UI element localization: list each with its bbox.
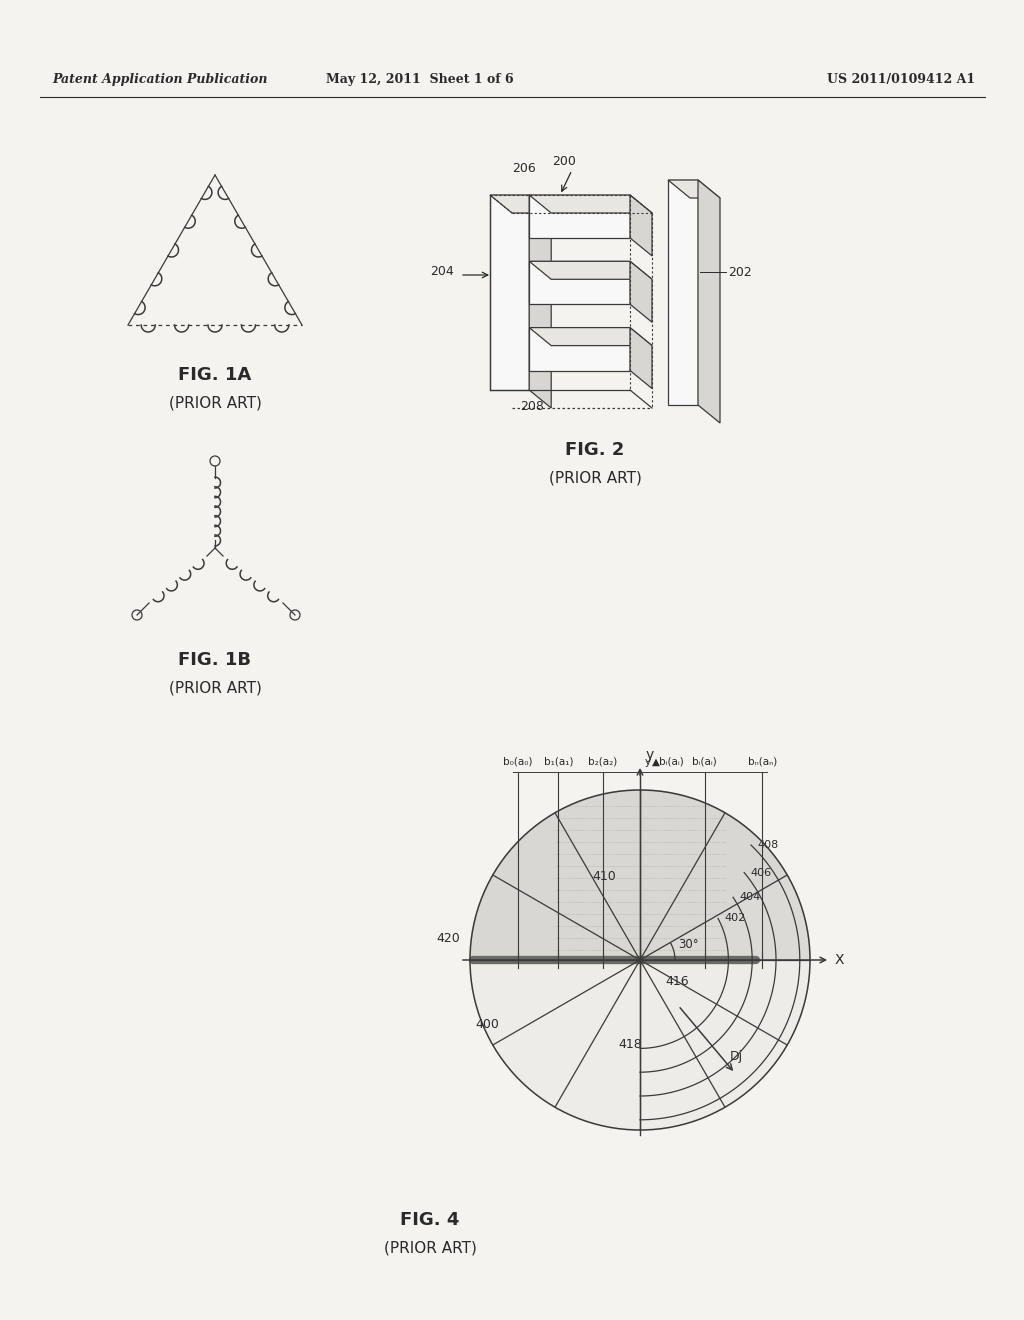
Text: 204: 204: [430, 265, 454, 279]
Text: 206: 206: [512, 162, 536, 176]
Polygon shape: [630, 327, 652, 388]
Text: (PRIOR ART): (PRIOR ART): [169, 396, 261, 411]
Text: 30°: 30°: [678, 939, 698, 950]
Text: b₂(a₂): b₂(a₂): [588, 756, 617, 767]
Polygon shape: [490, 195, 551, 213]
Text: 402: 402: [724, 913, 745, 924]
Text: 208: 208: [520, 400, 544, 413]
Text: Dj: Dj: [730, 1049, 743, 1063]
Text: 406: 406: [751, 867, 771, 878]
Text: b₁(a₁): b₁(a₁): [544, 756, 573, 767]
Text: (PRIOR ART): (PRIOR ART): [549, 470, 641, 486]
Text: 416: 416: [665, 975, 688, 987]
Text: US 2011/0109412 A1: US 2011/0109412 A1: [826, 74, 975, 87]
Polygon shape: [529, 261, 652, 280]
Polygon shape: [630, 261, 652, 322]
Text: May 12, 2011  Sheet 1 of 6: May 12, 2011 Sheet 1 of 6: [327, 74, 514, 87]
Text: bᵢ(aᵢ): bᵢ(aᵢ): [692, 756, 717, 767]
Text: Patent Application Publication: Patent Application Publication: [52, 74, 267, 87]
Text: ▲bᵢ(aᵢ): ▲bᵢ(aᵢ): [652, 756, 685, 767]
Polygon shape: [529, 195, 630, 238]
Polygon shape: [640, 875, 810, 960]
Text: y: y: [646, 748, 654, 762]
Polygon shape: [529, 261, 630, 304]
Text: 418: 418: [618, 1038, 642, 1051]
Text: FIG. 4: FIG. 4: [400, 1210, 460, 1229]
Polygon shape: [698, 180, 720, 422]
Text: X: X: [835, 953, 845, 968]
Text: b₀(a₀): b₀(a₀): [503, 756, 532, 767]
Text: (PRIOR ART): (PRIOR ART): [169, 681, 261, 696]
Polygon shape: [668, 180, 720, 198]
Text: (PRIOR ART): (PRIOR ART): [384, 1241, 476, 1255]
Polygon shape: [630, 195, 652, 256]
Circle shape: [470, 789, 810, 1130]
Polygon shape: [529, 195, 551, 408]
Text: FIG. 1B: FIG. 1B: [178, 651, 252, 669]
Text: bₙ(aₙ): bₙ(aₙ): [748, 756, 777, 767]
Polygon shape: [470, 789, 787, 960]
Polygon shape: [668, 180, 698, 405]
Text: 420: 420: [436, 932, 460, 945]
Text: 410: 410: [592, 870, 615, 883]
Text: 404: 404: [739, 892, 760, 903]
Text: y: y: [645, 756, 651, 767]
Text: 408: 408: [757, 840, 778, 850]
Text: 200: 200: [552, 154, 575, 168]
Polygon shape: [490, 195, 529, 389]
Text: FIG. 1A: FIG. 1A: [178, 366, 252, 384]
Polygon shape: [529, 327, 630, 371]
Text: 400: 400: [475, 1018, 499, 1031]
Polygon shape: [529, 327, 652, 346]
Text: FIG. 2: FIG. 2: [565, 441, 625, 459]
Text: 202: 202: [728, 265, 752, 279]
Polygon shape: [529, 195, 652, 213]
